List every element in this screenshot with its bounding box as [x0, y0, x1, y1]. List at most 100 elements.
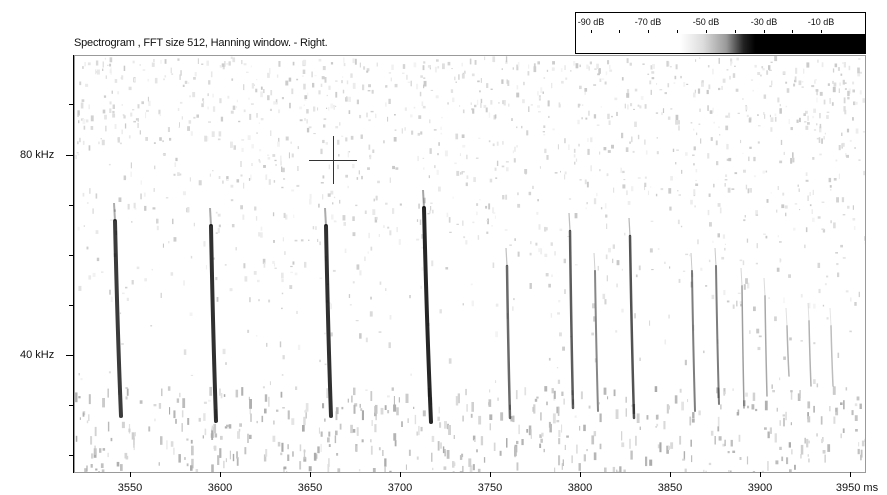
- noise-speck: [516, 145, 518, 148]
- noise-speck: [281, 292, 284, 295]
- noise-speck: [567, 236, 571, 237]
- noise-speck: [249, 434, 252, 439]
- noise-speck: [211, 430, 214, 440]
- noise-speck: [850, 297, 852, 302]
- noise-speck: [669, 206, 672, 211]
- noise-speck: [267, 157, 271, 160]
- noise-speck: [217, 213, 221, 217]
- noise-speck: [452, 471, 455, 472]
- noise-speck: [793, 227, 796, 231]
- legend-labels: -90 dB -70 dB -50 dB -30 dB -10 dB: [576, 17, 865, 29]
- noise-speck: [465, 388, 467, 396]
- noise-speck: [823, 99, 826, 105]
- noise-speck: [189, 177, 191, 182]
- noise-speck: [794, 79, 797, 83]
- noise-speck: [537, 91, 539, 96]
- noise-speck: [170, 441, 174, 447]
- noise-speck: [281, 272, 284, 279]
- noise-speck: [736, 57, 739, 61]
- noise-speck: [320, 83, 323, 87]
- noise-speck: [430, 202, 433, 204]
- noise-speck: [731, 188, 735, 190]
- noise-speck: [346, 96, 348, 101]
- noise-speck: [177, 58, 180, 61]
- noise-speck: [267, 95, 270, 101]
- noise-speck: [678, 278, 681, 283]
- noise-speck: [317, 446, 320, 454]
- noise-speck: [474, 439, 476, 442]
- noise-speck: [218, 176, 221, 179]
- noise-speck: [136, 266, 140, 270]
- noise-speck: [540, 248, 543, 255]
- noise-speck: [376, 62, 378, 67]
- noise-speck: [117, 137, 120, 143]
- noise-speck: [821, 201, 825, 203]
- noise-speck: [725, 115, 729, 118]
- noise-speck: [370, 110, 374, 113]
- noise-speck: [827, 444, 831, 452]
- noise-speck: [516, 440, 519, 445]
- noise-speck: [218, 224, 221, 228]
- noise-speck: [745, 106, 748, 110]
- noise-speck: [801, 81, 804, 83]
- noise-speck: [404, 107, 407, 111]
- noise-speck: [584, 88, 588, 92]
- noise-speck: [745, 278, 748, 284]
- noise-speck: [367, 90, 371, 92]
- noise-speck: [843, 106, 846, 112]
- noise-speck: [506, 438, 508, 448]
- noise-speck: [416, 431, 418, 436]
- noise-speck: [410, 80, 412, 87]
- noise-speck: [432, 209, 434, 214]
- noise-speck: [827, 83, 830, 86]
- noise-speck: [335, 407, 339, 415]
- noise-speck: [746, 114, 749, 118]
- noise-speck: [461, 134, 465, 138]
- noise-speck: [221, 63, 225, 67]
- noise-speck: [693, 146, 696, 151]
- noise-speck: [677, 219, 680, 225]
- noise-speck: [177, 108, 180, 111]
- spectrogram-plot-area[interactable]: [74, 55, 866, 473]
- noise-speck: [616, 283, 618, 288]
- noise-speck: [389, 315, 392, 320]
- noise-speck: [621, 442, 625, 448]
- noise-speck: [679, 388, 682, 393]
- noise-speck: [756, 243, 758, 249]
- noise-speck: [623, 179, 626, 181]
- noise-speck: [848, 65, 851, 71]
- noise-speck: [334, 105, 337, 107]
- noise-speck: [267, 72, 270, 78]
- noise-speck: [243, 84, 245, 91]
- noise-speck: [454, 162, 457, 165]
- noise-speck: [561, 463, 563, 470]
- noise-speck: [837, 272, 840, 278]
- y-tick: [69, 205, 74, 206]
- noise-speck: [101, 139, 105, 146]
- noise-speck: [812, 217, 815, 222]
- y-label-80khz: 80 kHz: [20, 149, 55, 161]
- noise-speck: [492, 212, 496, 214]
- noise-speck: [454, 76, 456, 81]
- noise-speck: [347, 185, 349, 189]
- noise-speck: [586, 202, 588, 205]
- noise-speck: [602, 293, 606, 300]
- noise-speck: [322, 66, 326, 71]
- noise-speck: [260, 118, 264, 121]
- noise-speck: [359, 403, 361, 408]
- noise-speck: [491, 225, 493, 227]
- noise-speck: [274, 159, 277, 162]
- noise-speck: [824, 132, 826, 135]
- noise-speck: [191, 458, 194, 469]
- noise-speck: [440, 442, 442, 449]
- noise-speck: [830, 189, 832, 191]
- noise-speck: [574, 264, 578, 266]
- noise-speck: [576, 444, 578, 454]
- noise-speck: [816, 123, 818, 126]
- noise-speck: [289, 285, 293, 289]
- noise-speck: [477, 235, 480, 240]
- noise-speck: [495, 331, 498, 338]
- noise-speck: [680, 225, 683, 228]
- noise-speck: [215, 277, 218, 281]
- noise-speck: [384, 458, 387, 467]
